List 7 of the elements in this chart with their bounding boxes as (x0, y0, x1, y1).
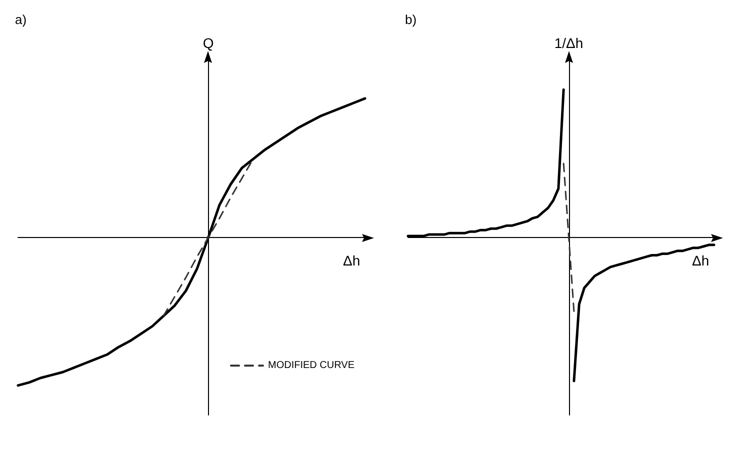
chart-title: b) (405, 12, 417, 27)
chart-title: a) (15, 12, 27, 27)
y-axis-title: Q (202, 35, 214, 51)
legend-label: MODIFIED CURVE (268, 360, 355, 372)
x-axis-title: Δh (343, 252, 360, 268)
x-axis-title: Δh (692, 252, 710, 268)
y-axis-title: 1/Δh (554, 35, 584, 51)
